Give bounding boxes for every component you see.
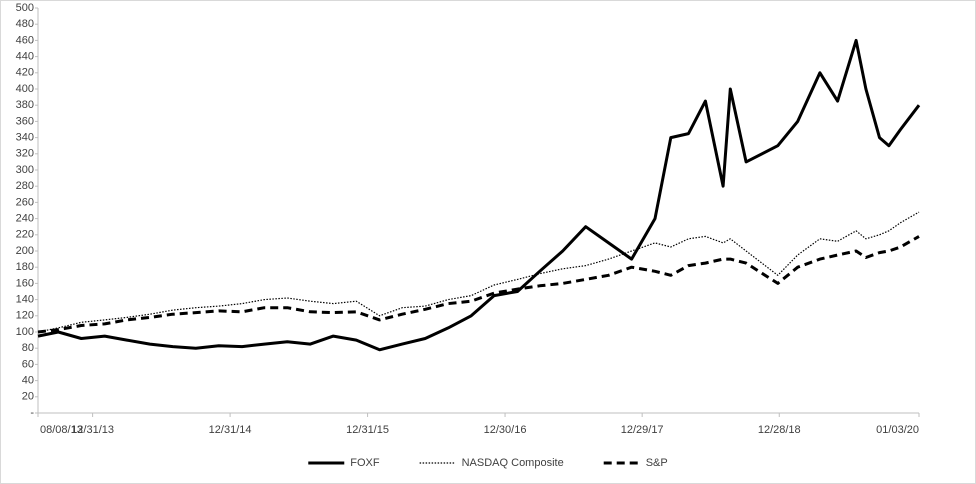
x-tick-label: 01/03/20 (876, 424, 919, 436)
legend-label: FOXF (350, 457, 380, 469)
y-tick-label: 80 (22, 342, 34, 354)
y-tick-label: - (30, 407, 34, 419)
y-tick-label: 500 (16, 2, 34, 14)
x-tick-label: 12/28/18 (758, 424, 801, 436)
x-tick-label: 12/31/13 (71, 424, 114, 436)
y-tick-label: 60 (22, 358, 34, 370)
series-line (37, 38, 921, 352)
y-tick-label: 260 (16, 196, 34, 208)
y-tick-label: 20 (22, 391, 34, 403)
y-tick-label: 180 (16, 261, 34, 273)
y-tick-label: 340 (16, 132, 34, 144)
x-tick-label: 12/30/16 (484, 424, 527, 436)
y-tick-label: 320 (16, 148, 34, 160)
y-tick-label: 400 (16, 83, 34, 95)
y-tick-label: 280 (16, 180, 34, 192)
x-tick-label: 12/31/15 (346, 424, 389, 436)
y-tick-label: 220 (16, 229, 34, 241)
y-tick-label: 300 (16, 164, 34, 176)
x-tick-label: 12/29/17 (621, 424, 664, 436)
y-tick-label: 460 (16, 34, 34, 46)
legend-label: S&P (646, 457, 668, 469)
y-tick-label: 440 (16, 51, 34, 63)
x-tick-label: 12/31/14 (209, 424, 252, 436)
y-tick-label: 360 (16, 115, 34, 127)
y-tick-label: 140 (16, 294, 34, 306)
series-line (37, 235, 920, 334)
y-tick-label: 120 (16, 310, 34, 322)
y-tick-label: 480 (16, 18, 34, 30)
series-line (37, 211, 920, 333)
y-tick-label: 200 (16, 245, 34, 257)
legend-label: NASDAQ Composite (462, 457, 564, 469)
y-tick-label: 160 (16, 277, 34, 289)
y-tick-label: 380 (16, 99, 34, 111)
y-tick-label: 240 (16, 213, 34, 225)
y-tick-label: 420 (16, 67, 34, 79)
y-tick-label: 40 (22, 375, 34, 387)
x-tick-label: 08/08/13 (40, 424, 83, 436)
y-tick-label: 100 (16, 326, 34, 338)
